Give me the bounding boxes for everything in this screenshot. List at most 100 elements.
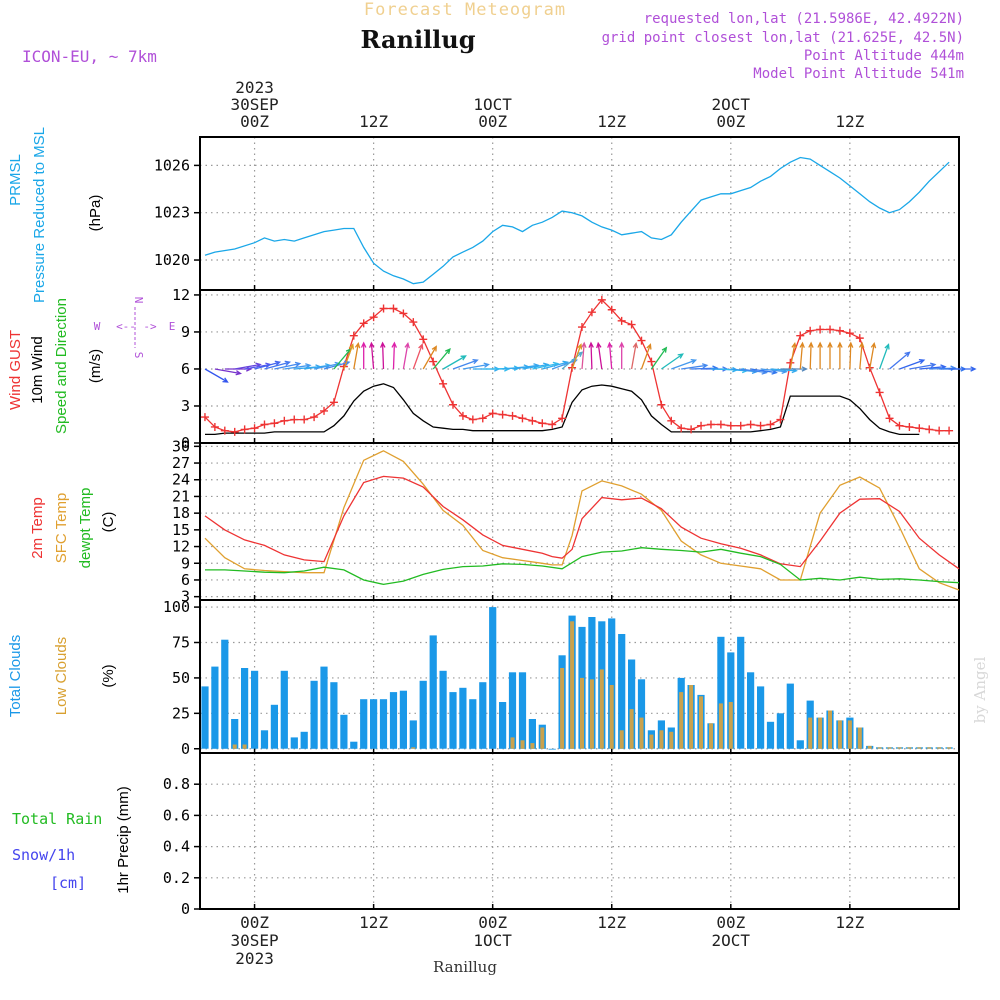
y-tick-label: 12 (172, 538, 190, 556)
gust-marker (945, 426, 954, 435)
low-cloud-bar (580, 677, 584, 749)
panel-frame (199, 752, 960, 910)
y-tick-label: 3 (181, 588, 190, 606)
panel-frame (199, 442, 960, 601)
compass-east: E (169, 320, 176, 333)
wind-direction-label: Speed and Direction (53, 298, 70, 434)
gust-marker (627, 320, 636, 329)
snow-legend: Snow/1h (12, 846, 75, 864)
gust-marker (885, 414, 894, 423)
y-tick-label: 100 (163, 598, 190, 616)
precip-unit-label: 1hr Precip (mm) (115, 786, 132, 894)
wind-direction-arrow (799, 341, 805, 370)
top-time-label: 12Z (597, 112, 626, 131)
total-cloud-bar (270, 704, 278, 749)
low-cloud-bar (609, 685, 614, 749)
top-time-label: 1OCT (473, 95, 512, 114)
wind-direction-arrow (889, 351, 911, 370)
compass-south: S (132, 352, 145, 359)
y-tick-label: 15 (172, 521, 190, 539)
total-cloud-bar (637, 679, 646, 749)
wind-direction-arrow (432, 347, 451, 370)
y-tick-label: 0 (181, 900, 190, 918)
low-cloud-bar (629, 709, 634, 749)
compass-arrow-right: -> (143, 320, 157, 333)
wind-direction-arrow (858, 341, 865, 370)
gust-marker (458, 411, 467, 420)
wind-direction-arrow (909, 362, 937, 370)
gust-marker (558, 414, 567, 423)
total-cloud-bar (508, 672, 517, 749)
gust-marker (310, 413, 319, 422)
temp-2m-label: 2m Temp (29, 497, 46, 558)
gust-marker (607, 305, 616, 314)
temp-unit-label: (C) (100, 512, 117, 533)
gust-marker (409, 318, 418, 327)
gust-label: Wind GUST (7, 330, 24, 410)
total-cloud-bar (251, 670, 259, 749)
gust-marker (280, 416, 289, 425)
panel-precip: 0 0.2 0.4 0.6 0.8 1hr Precip (mm) Total Rain Sn… (12, 752, 960, 918)
gust-marker (766, 420, 775, 429)
low-cloud-bar (649, 734, 654, 749)
y-tick-label: 0.8 (163, 775, 190, 793)
total-cloud-bar (608, 618, 616, 749)
top-time-label: 12Z (835, 112, 864, 131)
wind-direction-arrow (847, 341, 854, 370)
wind-direction-arrow (780, 366, 808, 372)
low-cloud-bar (818, 717, 823, 749)
rain-legend: Total Rain (12, 810, 102, 828)
wind-direction-arrow (837, 341, 843, 369)
point-altitude: Point Altitude 444m (804, 48, 964, 64)
total-cloud-bar (479, 682, 487, 749)
dewpoint-line (205, 547, 960, 586)
gust-marker (349, 331, 358, 340)
wind-direction-arrow (827, 341, 833, 369)
y-tick-label: 6 (181, 571, 190, 589)
low-cloud-bar (232, 744, 237, 749)
y-tick-label: 24 (172, 471, 190, 489)
gust-marker (300, 415, 309, 424)
bottom-time-label: 2023 (235, 949, 274, 968)
wind-direction-arrow (596, 341, 603, 370)
low-cloud-bar (837, 720, 842, 749)
total-cloud-bar (747, 672, 755, 749)
model-point-altitude: Model Point Altitude 541m (753, 66, 964, 82)
wind-direction-arrow (462, 362, 490, 370)
total-cloud-bar (320, 666, 328, 749)
y-tick-label: 1026 (154, 156, 190, 174)
low-cloud-bar (847, 720, 852, 749)
panels: 1020 1023 1026 PRMSL Pressure Reduced to MSL… (7, 127, 977, 918)
low-cloud-bar (907, 747, 912, 749)
total-cloud-bar (350, 741, 358, 749)
wind-direction-arrow (869, 341, 877, 370)
wind-direction-arrow (422, 345, 437, 370)
total-cloud-bar (389, 692, 398, 749)
total-cloud-bar (499, 702, 507, 749)
wind-direction-arrow (581, 341, 587, 370)
low-cloud-bar (937, 747, 942, 749)
gust-marker (706, 420, 715, 429)
low-cloud-bar (560, 668, 565, 749)
footer-location: Ranillug (433, 958, 497, 976)
gust-marker (687, 425, 696, 434)
wind-direction-arrow (343, 343, 354, 370)
gust-marker (250, 424, 259, 433)
y-tick-label: 9 (181, 323, 190, 341)
total-cloud-bar (399, 690, 407, 749)
wind-direction-arrow (360, 341, 367, 369)
gust-marker (657, 400, 666, 409)
top-time-label: 12Z (359, 112, 388, 131)
low-cloud-bar (619, 730, 624, 749)
low-cloud-bar (728, 702, 733, 749)
low-cloud-bar (897, 747, 902, 749)
low-cloud-bar (808, 717, 813, 749)
wind-direction-arrow (817, 341, 823, 369)
total-cloud-bar (379, 699, 388, 749)
low-cloud-bar (411, 747, 416, 749)
total-cloud-bar (548, 748, 556, 750)
low-cloud-bar (867, 745, 872, 749)
total-cloud-bar (776, 713, 784, 749)
wind-direction-arrow (588, 341, 594, 370)
wind-direction-arrow (618, 341, 625, 369)
